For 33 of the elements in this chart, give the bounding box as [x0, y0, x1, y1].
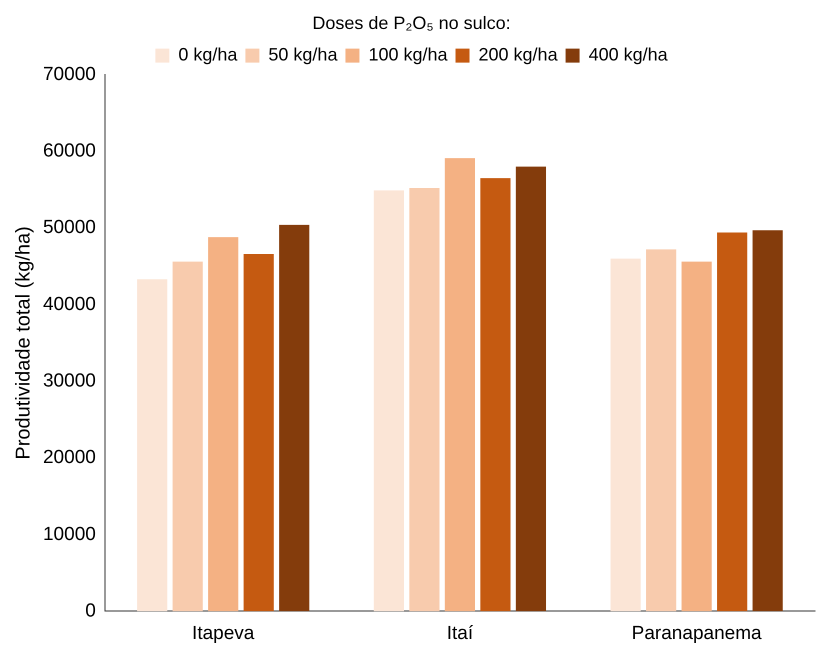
bar	[409, 188, 440, 612]
legend-label: 50 kg/ha	[268, 44, 338, 65]
y-tick-label: 40000	[42, 294, 96, 315]
bar	[172, 262, 203, 612]
legend-label: 100 kg/ha	[368, 44, 449, 65]
bar	[516, 166, 546, 612]
bar	[717, 232, 748, 612]
y-tick-label: 0	[85, 600, 96, 622]
x-tick-label: Itaí	[446, 622, 474, 644]
legend-label: 200 kg/ha	[478, 44, 559, 65]
y-tick-label: 10000	[42, 524, 96, 545]
y-tick-label: 20000	[42, 447, 96, 468]
bar	[610, 258, 641, 612]
legend-label: 400 kg/ha	[588, 44, 669, 65]
bar	[682, 262, 712, 612]
bar	[444, 158, 476, 612]
bar	[137, 279, 168, 612]
x-tick-label: Paranapanema	[632, 622, 762, 644]
bar	[244, 254, 274, 612]
x-tick-label: Itapeva	[192, 622, 255, 644]
y-axis-title: Produtividade total (kg/ha)	[12, 226, 35, 460]
legend-label: 0 kg/ha	[178, 44, 238, 65]
bar	[752, 230, 783, 612]
y-tick-label: 50000	[42, 217, 96, 238]
y-tick-label: 70000	[42, 64, 96, 85]
y-tick-label: 60000	[42, 140, 96, 162]
bar	[208, 237, 238, 612]
legend-title: Doses de P₂O₅ no sulco:	[312, 12, 511, 33]
bar	[646, 249, 676, 612]
y-tick-label: 30000	[42, 370, 96, 392]
bar	[480, 178, 511, 612]
bar	[279, 224, 310, 612]
bar	[374, 190, 404, 612]
